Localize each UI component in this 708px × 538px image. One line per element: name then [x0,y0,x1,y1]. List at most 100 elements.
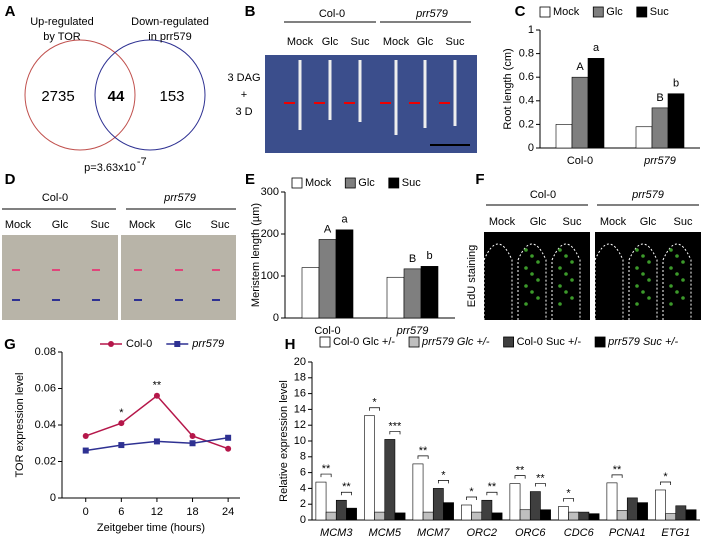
significance-bracket [563,498,575,502]
y-tick-label: 18 [294,372,306,384]
edu-signal [675,272,679,276]
panel-label: H [285,336,296,353]
significance-star: * [469,486,474,498]
label: Suc [674,216,693,228]
label: Mock [383,36,410,48]
label: Glc [530,216,547,228]
x-tick-label: prr579 [643,155,676,167]
root-outline [517,243,547,320]
edu-signal [669,266,673,270]
point [82,447,89,454]
legend-label: Glc [606,6,623,18]
bar [685,509,697,521]
bar [443,502,454,521]
label: + [241,89,247,101]
edu-signal [681,278,685,282]
legend-label: prr579 [191,338,224,350]
edu-signal [530,254,534,258]
edu-signal [635,284,639,288]
label: Mock [129,219,156,231]
significance-letter: B [656,92,663,104]
y-tick-label: 0.08 [35,346,56,358]
edu-signal [669,284,673,288]
y-tick-label: 20 [294,356,306,368]
legend-label: Col-0 Glc +/- [333,336,395,348]
bar [364,415,375,521]
bar [571,76,589,149]
bar [616,510,628,521]
label: Suc [91,219,110,231]
x-tick-label: 6 [118,506,124,518]
edu-signal [536,296,540,300]
y-tick-label: 0 [273,312,279,324]
y-tick-label: 300 [261,186,279,198]
significance-star: * [663,471,668,483]
y-tick-label: 0 [300,514,306,526]
edu-col0 [484,232,590,320]
root-outline [483,243,513,320]
significance-bracket [437,480,449,484]
y-tick-label: 0 [528,142,534,154]
legend-swatch [344,177,356,189]
edu-prr579 [595,232,701,320]
edu-signal [524,266,528,270]
significance-star: * [119,407,124,419]
bar [568,511,580,521]
edu-signal [536,260,540,264]
root-outline [628,243,658,320]
bar [588,513,600,521]
y-tick-label: 16 [294,388,306,400]
significance-letter: a [593,42,600,54]
x-tick-label: MCM7 [417,527,450,538]
significance-bracket [534,483,546,487]
x-tick-label: prr579 [396,325,429,337]
bar [540,509,551,521]
edu-signal [558,302,562,306]
bar [667,93,685,149]
significance-bracket [389,431,401,435]
label: 2735 [41,88,74,105]
bar [384,439,396,521]
label: 3 D [235,106,252,118]
edu-signal [641,254,645,258]
label: B [245,3,256,20]
y-axis-label: TOR expression level [14,373,26,478]
edu-signal [669,248,673,252]
significance-letter: a [341,214,348,226]
legend-label: prr579 Suc +/- [607,336,678,348]
micrograph-col0 [2,235,118,320]
bar [665,513,677,521]
label: Glc [417,36,434,48]
significance-bracket [486,491,498,496]
label: 3 DAG [227,72,260,84]
label: 44 [108,88,125,105]
significance-letter: b [426,250,432,262]
legend-label: Mock [305,177,332,189]
label: Mock [600,216,627,228]
label: Up-regulated [30,16,94,28]
edu-signal [558,266,562,270]
edu-signal [641,290,645,294]
legend-swatch [503,336,515,348]
root-outline [594,243,624,320]
legend-swatch [319,336,331,348]
y-tick-label: 14 [294,403,306,415]
x-tick-label: Col-0 [567,155,593,167]
root-outline [551,243,581,320]
bar [394,512,406,521]
y-tick-label: 1 [528,24,534,36]
label: Col-0 [530,189,556,201]
x-tick-label: CDC6 [564,527,595,538]
legend-label: Glc [358,177,375,189]
point [189,432,196,439]
legend-label: Suc [650,6,669,18]
bar [626,497,638,521]
edu-signal [564,254,568,258]
side-label: EdU staining [466,245,478,307]
significance-star: ** [322,463,331,475]
bar [655,489,666,521]
bar [412,463,424,521]
label: Glc [52,219,69,231]
bar [651,107,669,149]
